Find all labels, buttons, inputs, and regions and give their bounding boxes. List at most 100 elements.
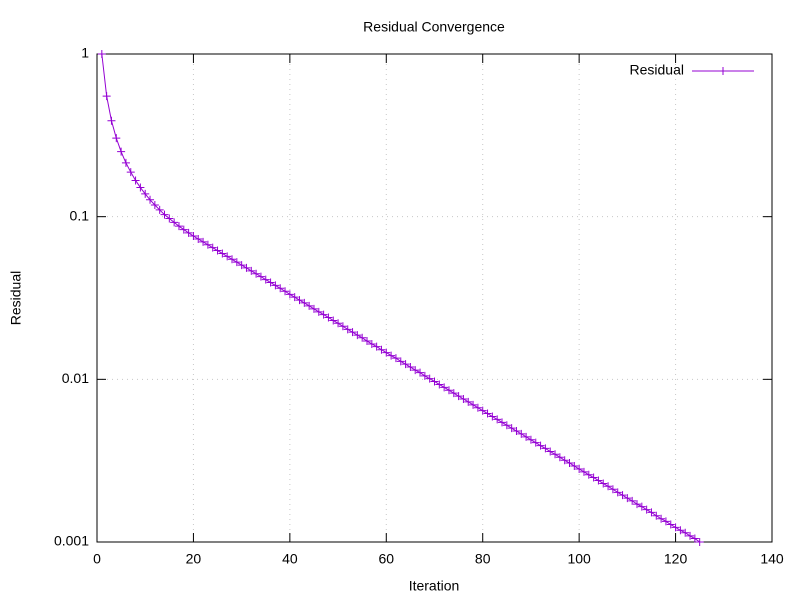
x-tick-label: 120 xyxy=(664,551,688,567)
data-point xyxy=(155,205,164,214)
data-point xyxy=(512,427,521,436)
data-point xyxy=(242,263,251,272)
data-point xyxy=(541,444,550,453)
data-point xyxy=(517,429,526,438)
data-point xyxy=(223,252,232,261)
data-point xyxy=(261,275,270,284)
data-point xyxy=(444,386,453,395)
series-line xyxy=(101,53,700,543)
data-point xyxy=(117,147,126,156)
data-point xyxy=(507,424,516,433)
data-point xyxy=(281,287,290,296)
data-point xyxy=(498,418,506,427)
data-point xyxy=(633,500,641,509)
data-point xyxy=(150,200,159,209)
data-point xyxy=(126,168,135,177)
data-point xyxy=(584,470,593,479)
data-point xyxy=(411,366,420,375)
data-point xyxy=(613,488,622,497)
data-point xyxy=(174,222,183,231)
data-point xyxy=(666,520,675,529)
y-tick-label: 0.001 xyxy=(54,533,89,549)
data-point xyxy=(358,333,367,342)
x-axis-label: Iteration xyxy=(409,578,460,594)
data-point xyxy=(416,368,425,377)
data-point xyxy=(657,514,666,523)
data-point xyxy=(203,240,212,249)
data-point xyxy=(469,400,478,409)
data-point xyxy=(141,189,150,198)
data-point xyxy=(459,395,468,403)
data-point xyxy=(686,531,695,540)
data-point xyxy=(522,432,531,441)
data-point xyxy=(382,348,391,357)
data-point xyxy=(218,249,227,258)
data-point xyxy=(194,234,203,243)
data-point xyxy=(266,278,275,287)
data-point xyxy=(676,526,685,535)
data-point xyxy=(112,134,121,143)
data-point xyxy=(324,313,333,322)
data-point xyxy=(575,465,584,474)
data-point xyxy=(334,319,343,328)
data-point xyxy=(464,397,473,406)
data-point xyxy=(228,255,236,264)
data-point xyxy=(589,473,598,482)
data-point xyxy=(425,374,434,383)
data-point xyxy=(271,281,280,290)
legend-label: Residual xyxy=(630,62,684,78)
data-point xyxy=(565,458,574,467)
data-point xyxy=(184,228,193,237)
data-point xyxy=(276,284,285,293)
data-point xyxy=(213,246,222,255)
data-point xyxy=(353,331,362,340)
chart-title: Residual Convergence xyxy=(363,19,505,35)
data-point xyxy=(671,523,680,532)
data-point xyxy=(551,450,560,459)
data-point xyxy=(232,258,241,267)
x-tick-label: 20 xyxy=(186,551,202,567)
data-point xyxy=(363,337,371,346)
data-point xyxy=(555,453,564,462)
data-point xyxy=(642,505,651,514)
data-point xyxy=(189,232,198,241)
data-point xyxy=(170,218,179,227)
data-point xyxy=(661,517,670,526)
data-point xyxy=(295,296,304,305)
data-point xyxy=(372,342,381,351)
data-point xyxy=(343,325,352,334)
data-point xyxy=(401,360,410,369)
y-axis-label: Residual xyxy=(8,271,24,325)
plot-border xyxy=(96,53,773,543)
data-point xyxy=(338,322,347,331)
data-point xyxy=(256,272,265,281)
data-point xyxy=(531,438,540,447)
data-point xyxy=(681,528,690,537)
y-tick-label: 0.01 xyxy=(62,370,89,386)
data-point xyxy=(493,415,502,424)
data-point xyxy=(695,538,704,546)
data-point xyxy=(305,301,314,310)
data-point xyxy=(285,290,294,299)
data-point xyxy=(570,462,579,471)
data-point xyxy=(628,496,637,505)
data-point xyxy=(387,351,396,360)
data-point xyxy=(319,310,328,319)
data-point xyxy=(237,261,246,270)
data-point xyxy=(131,176,140,185)
data-point xyxy=(179,225,188,234)
data-point xyxy=(420,371,429,380)
x-tick-label: 100 xyxy=(567,551,591,567)
data-point xyxy=(348,328,357,337)
data-point xyxy=(136,183,145,192)
data-point xyxy=(608,485,617,494)
data-point xyxy=(637,502,646,511)
data-point xyxy=(396,357,405,366)
data-point xyxy=(579,467,588,476)
data-point xyxy=(546,447,555,456)
data-point xyxy=(252,269,261,278)
data-point xyxy=(454,392,463,401)
data-point xyxy=(449,389,458,398)
data-point xyxy=(502,421,511,430)
